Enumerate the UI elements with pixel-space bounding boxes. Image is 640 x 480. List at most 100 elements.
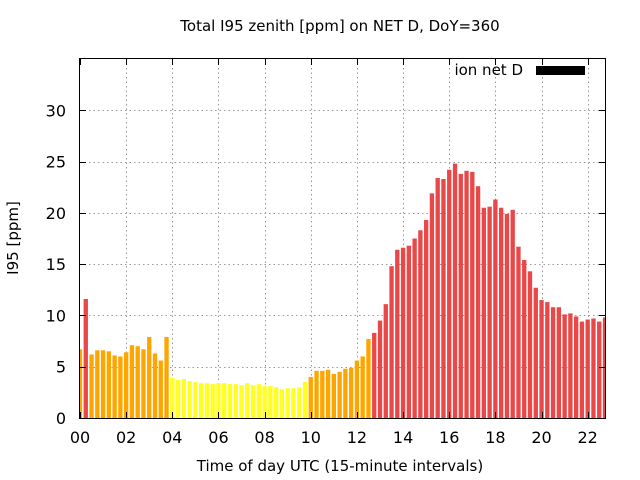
plot-frame xyxy=(79,58,606,419)
bar xyxy=(510,209,515,418)
bar xyxy=(585,319,590,418)
bar xyxy=(348,367,354,418)
bar xyxy=(129,345,135,418)
bar-series xyxy=(80,163,605,418)
x-tick-labels: 00 02 04 06 08 10 12 14 16 18 20 22 xyxy=(70,428,598,447)
bar xyxy=(527,271,533,418)
bar xyxy=(516,246,521,418)
x-tick-label: 22 xyxy=(578,428,598,447)
bar xyxy=(175,380,181,418)
bar xyxy=(395,249,400,418)
bar xyxy=(418,230,423,418)
bar xyxy=(222,383,227,418)
bar xyxy=(470,171,475,418)
bar xyxy=(245,383,250,418)
bar xyxy=(591,318,596,418)
y-tick-label: 25 xyxy=(46,153,66,172)
bar xyxy=(181,379,187,418)
x-tick-label: 04 xyxy=(162,428,182,447)
legend-swatch xyxy=(536,66,585,75)
y-axis-label: I95 [ppm] xyxy=(4,201,22,275)
x-tick-label: 16 xyxy=(439,428,459,447)
bar xyxy=(106,351,112,418)
bar xyxy=(498,207,504,418)
bar xyxy=(337,371,342,418)
bar xyxy=(481,207,487,418)
y-tick-label: 0 xyxy=(56,409,66,428)
bar xyxy=(314,370,319,418)
bar xyxy=(187,381,192,418)
bar xyxy=(135,346,140,418)
bar xyxy=(158,360,163,418)
y-tick-label: 10 xyxy=(46,306,66,325)
legend: ion net D xyxy=(454,61,585,79)
bar xyxy=(464,170,469,418)
bar xyxy=(354,360,360,418)
bar xyxy=(343,368,348,418)
bar xyxy=(533,287,538,418)
bar xyxy=(568,313,573,418)
bar xyxy=(297,387,302,418)
x-tick-label: 12 xyxy=(347,428,367,447)
bar xyxy=(423,220,429,418)
y-tick-labels: 0 5 10 15 20 25 30 xyxy=(46,101,66,428)
bar xyxy=(562,314,567,418)
y-tick-label: 15 xyxy=(46,255,66,274)
x-tick-label: 20 xyxy=(531,428,551,447)
bar xyxy=(579,321,585,418)
bar xyxy=(80,349,83,418)
bar xyxy=(539,300,544,418)
x-tick-label: 10 xyxy=(301,428,321,447)
bar xyxy=(285,388,290,418)
bar xyxy=(522,260,527,418)
bar xyxy=(435,177,440,418)
bar xyxy=(447,169,452,418)
bar xyxy=(573,316,579,418)
bar xyxy=(291,388,296,418)
bar xyxy=(204,383,210,418)
bar xyxy=(320,370,325,418)
bar xyxy=(210,384,215,418)
axis-ticks xyxy=(80,59,605,419)
bar xyxy=(556,307,562,418)
bar xyxy=(377,320,383,418)
x-tick-label: 14 xyxy=(393,428,413,447)
bar xyxy=(429,193,435,418)
bar xyxy=(279,389,285,418)
bar xyxy=(475,186,481,418)
bar xyxy=(550,307,556,418)
bar xyxy=(100,350,106,418)
bar xyxy=(83,299,88,418)
bar xyxy=(256,384,262,418)
y-tick-label: 20 xyxy=(46,204,66,223)
chart-title: Total I95 zenith [ppm] on NET D, DoY=360 xyxy=(179,17,499,35)
bar xyxy=(170,378,175,418)
bar xyxy=(123,352,129,418)
x-tick-label: 08 xyxy=(254,428,274,447)
x-axis-label: Time of day UTC (15-minute intervals) xyxy=(196,457,483,475)
bar xyxy=(487,206,492,418)
x-tick-label: 06 xyxy=(208,428,228,447)
bar xyxy=(112,355,117,418)
x-tick-label: 18 xyxy=(485,428,505,447)
bar xyxy=(400,247,406,418)
bar xyxy=(441,179,446,418)
bar xyxy=(366,339,371,418)
bar xyxy=(493,199,498,418)
bar xyxy=(308,376,313,418)
bar xyxy=(141,349,146,418)
x-tick-label: 02 xyxy=(116,428,136,447)
bar xyxy=(372,332,377,418)
bar xyxy=(152,353,158,418)
bar xyxy=(452,163,458,418)
bar xyxy=(273,387,279,418)
bar xyxy=(198,383,204,418)
y-tick-label: 5 xyxy=(56,358,66,377)
bar xyxy=(216,383,221,418)
bar xyxy=(383,304,388,418)
bar xyxy=(193,382,198,418)
bar xyxy=(250,385,256,418)
bar xyxy=(406,245,412,418)
bar xyxy=(239,385,244,418)
